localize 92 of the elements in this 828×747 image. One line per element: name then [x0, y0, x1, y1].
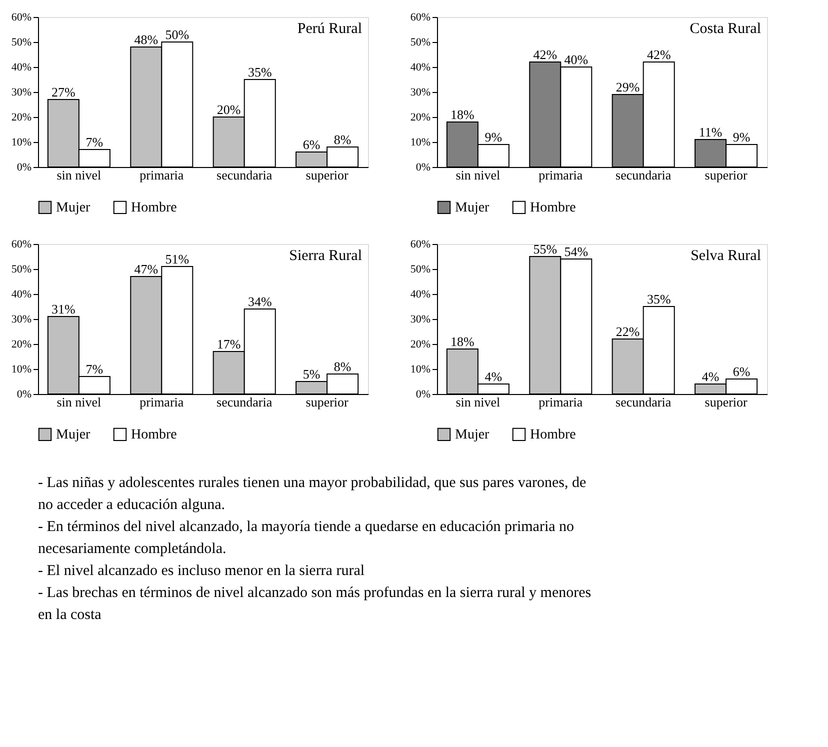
- y-tick-label: 50%: [410, 36, 430, 48]
- x-tick-label: superior: [704, 168, 748, 182]
- y-tick-label: 60%: [410, 12, 430, 24]
- y-tick-label: 0%: [416, 162, 430, 174]
- text: - Las brechas en términos de nivel alcanzado son más profundas en la sierra rural y menores en la costa: [38, 585, 592, 623]
- x-tick-label: sin nivel: [56, 168, 102, 182]
- data-label: 48%: [134, 32, 158, 47]
- y-tick-label: 60%: [11, 238, 32, 250]
- legend-label: Hombre: [131, 200, 177, 216]
- data-label: 20%: [216, 102, 241, 117]
- data-label: 35%: [248, 64, 272, 80]
- y-tick-label: 50%: [11, 36, 32, 48]
- x-tick-label: primaria: [538, 168, 583, 182]
- y-tick-label: 30%: [410, 86, 430, 98]
- data-label: 35%: [646, 292, 671, 306]
- data-label: 42%: [646, 47, 671, 62]
- data-label: 6%: [732, 364, 750, 379]
- y-tick-label: 40%: [11, 288, 32, 300]
- y-tick-label: 30%: [11, 314, 32, 326]
- data-label: 7%: [86, 134, 104, 150]
- data-label: 27%: [52, 84, 76, 100]
- x-tick-label: sin nivel: [456, 394, 501, 410]
- data-label: 4%: [484, 369, 502, 384]
- data-label: 8%: [334, 359, 352, 374]
- x-tick-label: superior: [306, 394, 350, 410]
- data-label: 54%: [564, 244, 588, 259]
- data-label: 4%: [702, 369, 720, 384]
- y-tick-label: 50%: [11, 264, 32, 276]
- y-tick-label: 10%: [410, 136, 430, 148]
- y-tick-label: 10%: [11, 364, 32, 376]
- y-tick-label: 20%: [410, 112, 430, 124]
- data-label: 9%: [484, 130, 502, 144]
- chart-title: Selva Rural: [690, 248, 761, 264]
- x-tick-label: primaria: [140, 394, 184, 410]
- data-label: 18%: [450, 334, 475, 349]
- text: - En términos del nivel alcanzado, la mayoría tiende a quedarse en educación primaria no necesariamente completándola.: [38, 519, 574, 557]
- data-label: 47%: [134, 262, 158, 276]
- data-label: 51%: [165, 252, 190, 266]
- legend-label: Hombre: [530, 427, 576, 442]
- data-label: 22%: [616, 324, 640, 339]
- chart-title: Sierra Rural: [289, 248, 362, 264]
- x-tick-label: secundaria: [616, 168, 672, 182]
- text: - Las niñas y adolescentes rurales tienen una mayor probabilidad, que sus pares varones, de no acceder a educación alguna.: [38, 475, 586, 513]
- y-tick-label: 20%: [11, 112, 32, 124]
- y-tick-label: 20%: [11, 338, 32, 350]
- y-tick-label: 20%: [410, 338, 430, 350]
- data-label: 29%: [616, 80, 640, 94]
- chart-title: Perú Rural: [297, 21, 362, 37]
- x-tick-label: sin nivel: [456, 168, 501, 182]
- data-label: 17%: [216, 336, 241, 352]
- data-label: 55%: [533, 242, 558, 256]
- x-tick-label: secundaria: [216, 394, 272, 410]
- x-tick-label: secundaria: [216, 168, 272, 182]
- data-label: 42%: [533, 47, 558, 62]
- y-tick-label: 10%: [410, 364, 430, 376]
- chart-title: Costa Rural: [690, 21, 761, 37]
- data-label: 8%: [334, 132, 352, 147]
- legend-label: Mujer: [56, 200, 91, 216]
- data-label: 9%: [732, 130, 750, 144]
- y-tick-label: 30%: [11, 86, 32, 98]
- x-tick-label: primaria: [140, 168, 184, 182]
- x-tick-label: primaria: [538, 394, 583, 410]
- text: - El nivel alcanzado es incluso menor en la sierra rural: [38, 563, 365, 579]
- y-tick-label: 0%: [16, 162, 32, 174]
- y-tick-label: 0%: [16, 388, 32, 400]
- y-tick-label: 40%: [410, 62, 430, 74]
- data-label: 5%: [302, 366, 320, 382]
- legend-label: Hombre: [131, 427, 177, 442]
- legend-label: Hombre: [530, 200, 576, 216]
- data-label: 11%: [698, 124, 722, 140]
- y-tick-label: 50%: [410, 264, 430, 276]
- x-tick-label: secundaria: [616, 394, 672, 410]
- data-label: 34%: [248, 294, 272, 309]
- legend-label: Mujer: [455, 427, 490, 442]
- y-tick-label: 60%: [410, 238, 430, 250]
- data-label: 31%: [52, 302, 76, 316]
- data-label: 40%: [564, 52, 588, 67]
- x-tick-label: superior: [704, 394, 748, 410]
- y-tick-label: 30%: [410, 314, 430, 326]
- data-label: 18%: [450, 107, 475, 122]
- x-tick-label: superior: [306, 168, 350, 182]
- data-label: 7%: [86, 362, 104, 376]
- y-tick-label: 60%: [11, 12, 32, 24]
- x-tick-label: sin nivel: [56, 394, 102, 410]
- legend-label: Mujer: [56, 427, 91, 442]
- y-tick-label: 0%: [416, 388, 430, 400]
- y-tick-label: 40%: [410, 288, 430, 300]
- y-tick-label: 10%: [11, 136, 32, 148]
- y-tick-label: 40%: [11, 62, 32, 74]
- data-label: 6%: [302, 137, 320, 152]
- legend-label: Mujer: [455, 200, 490, 216]
- data-label: 50%: [165, 27, 190, 42]
